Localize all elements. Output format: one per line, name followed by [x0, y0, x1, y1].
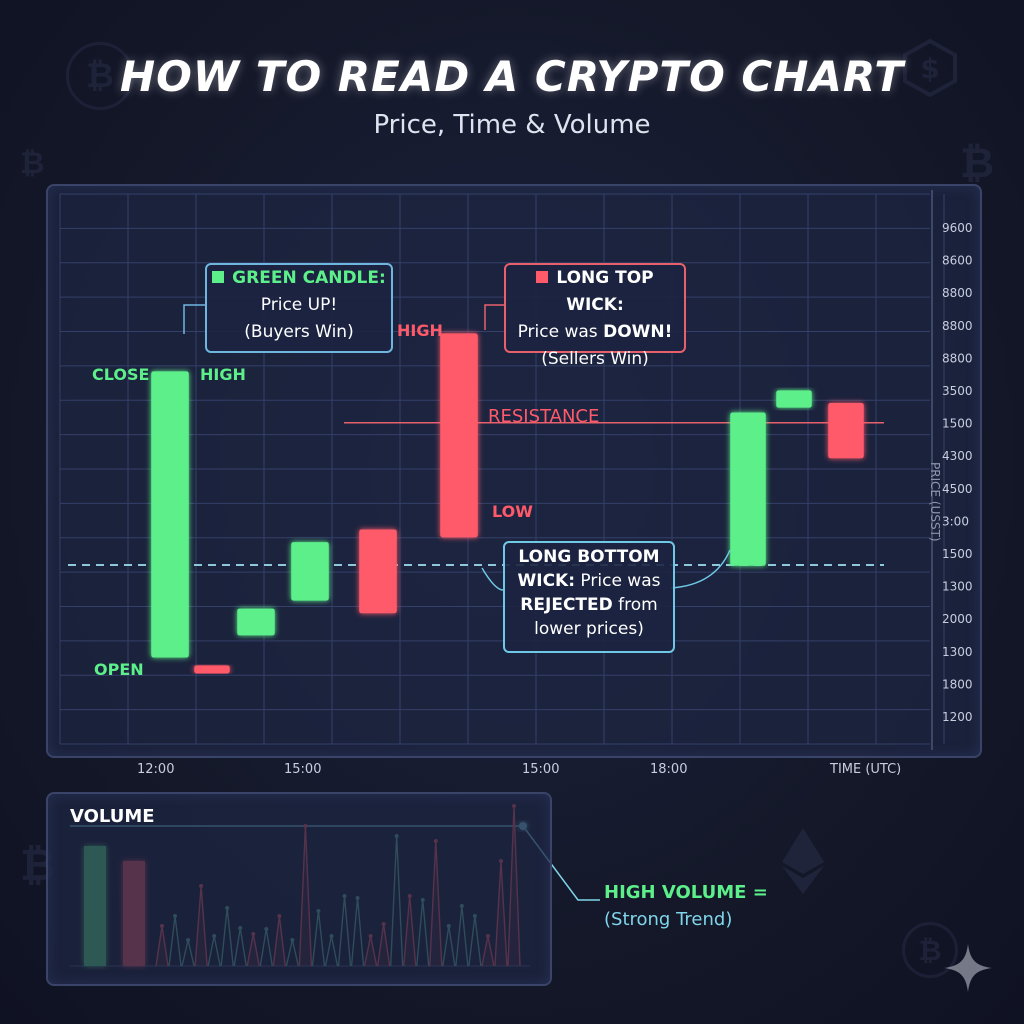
green-square-icon: [212, 271, 225, 283]
resistance-label: RESISTANCE: [488, 406, 600, 427]
price-axis-label: PRICE (USST): [928, 462, 942, 542]
callout-line: Price UP!: [260, 295, 338, 315]
page-subtitle: Price, Time & Volume: [373, 110, 651, 140]
callout-emphasis: DOWN!: [603, 322, 673, 342]
high-label-red: HIGH: [397, 321, 443, 340]
ethereum-icon: [780, 826, 826, 900]
bitcoin-icon: ₿: [20, 146, 45, 181]
sparkle-icon: [942, 942, 994, 998]
x-tick-label: 15:00: [284, 762, 322, 777]
bitcoin-icon: ₿: [960, 138, 995, 187]
low-label: LOW: [492, 502, 533, 521]
page-title: HOW TO READ A CRYPTO CHART: [120, 52, 904, 101]
high-volume-subtitle: (Strong Trend): [604, 909, 733, 930]
dollar-hexagon-icon: $: [900, 38, 960, 98]
callout-title: GREEN CANDLE:: [232, 268, 386, 288]
open-label: OPEN: [94, 660, 144, 679]
bitcoin-icon: ₿: [902, 922, 958, 978]
callout-title: LONG BOTTOM: [518, 547, 660, 567]
callout-line: (Sellers Win): [541, 349, 649, 369]
red-square-icon: [536, 271, 549, 283]
high-label: HIGH: [200, 365, 246, 384]
green-candle-callout: GREEN CANDLE: Price UP! (Buyers Win): [205, 263, 393, 353]
volume-panel: [46, 792, 552, 986]
high-volume-title: HIGH VOLUME =: [604, 882, 768, 903]
volume-title: VOLUME: [70, 806, 155, 827]
callout-line: Price was: [575, 571, 661, 591]
x-tick-label: 18:00: [650, 762, 688, 777]
x-tick-label: 15:00: [522, 762, 560, 777]
callout-title: WICK:: [517, 571, 576, 591]
callout-emphasis: REJECTED: [520, 595, 613, 615]
long-bottom-wick-callout: LONG BOTTOM WICK: Price was REJECTED fro…: [503, 541, 675, 653]
callout-line: (Buyers Win): [244, 322, 354, 342]
svg-text:$: $: [920, 52, 939, 85]
bitcoin-icon: ₿: [66, 42, 134, 110]
callout-line: Price was: [517, 322, 604, 342]
x-tick-label: 12:00: [137, 762, 175, 777]
callout-line: from: [612, 595, 658, 615]
long-top-wick-callout: LONG TOP WICK: Price was DOWN! (Sellers …: [504, 263, 686, 369]
high-volume-callout: HIGH VOLUME = (Strong Trend): [604, 879, 768, 933]
close-label: CLOSE: [92, 365, 150, 384]
callout-line: lower prices): [534, 619, 644, 639]
callout-title: LONG TOP WICK:: [556, 268, 654, 315]
time-axis-label: TIME (UTC): [830, 762, 902, 777]
